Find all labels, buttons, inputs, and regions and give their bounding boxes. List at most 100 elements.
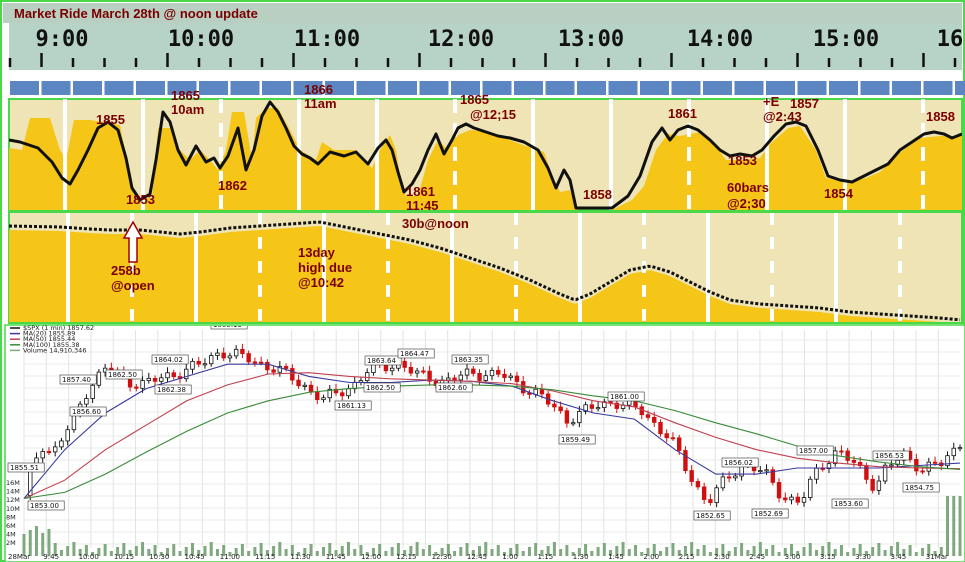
volume-bar — [502, 552, 506, 556]
candle-body — [589, 404, 595, 409]
volume-bar — [178, 551, 182, 556]
volume-bar — [328, 543, 332, 556]
volume-bar — [721, 544, 725, 556]
volume-bar — [552, 542, 556, 556]
candle-body — [564, 410, 570, 424]
volume-bar — [484, 542, 488, 556]
volume-bar — [365, 552, 369, 556]
volume-bar — [434, 552, 438, 556]
candle-body — [402, 360, 407, 368]
volume-bar — [952, 496, 956, 556]
time-tick-label: 12:00 — [361, 553, 381, 561]
ride-annotation: 1866 — [304, 82, 333, 97]
candle-body — [277, 366, 283, 373]
blue-tick — [136, 81, 165, 95]
candle-body — [701, 486, 707, 500]
cycle-annotation: high due — [298, 260, 352, 275]
price-label: 1852.69 — [754, 510, 783, 518]
candle-body — [764, 469, 769, 472]
volume-bar — [91, 552, 95, 556]
candle-body — [889, 464, 894, 467]
time-tick-label: 3:30 — [855, 553, 871, 561]
volume-bar — [247, 551, 251, 556]
volume-bar — [733, 547, 737, 556]
hour-label: 9:00 — [36, 27, 89, 52]
volume-bar — [478, 546, 482, 556]
time-tick-label: 12:45 — [467, 553, 487, 561]
volume-bar — [309, 544, 313, 556]
cycle-annotation: @open — [111, 278, 155, 293]
volume-bar — [128, 550, 132, 556]
volume-bar — [209, 542, 213, 556]
volume-bar — [534, 543, 538, 556]
price-label-box — [154, 384, 192, 395]
price-label-box — [363, 382, 401, 393]
ride-area-fill — [9, 108, 962, 210]
candle-body — [670, 437, 676, 440]
price-label-box — [796, 445, 834, 456]
volume-bar — [609, 550, 613, 556]
candle-body — [427, 370, 432, 382]
candle-body — [296, 379, 301, 387]
volume-bar — [509, 548, 513, 556]
volume-bar — [796, 551, 800, 556]
cycle-annotation: 258b — [111, 263, 141, 278]
volume-bar — [215, 549, 219, 556]
volume-bar — [66, 546, 70, 556]
volume-bar — [378, 544, 382, 556]
volume-bar — [671, 543, 675, 556]
candle-body — [208, 355, 214, 365]
ride-annotation: 10am — [171, 102, 204, 117]
candle-body — [789, 496, 794, 501]
candle-body — [558, 406, 563, 412]
candle-body — [446, 377, 451, 381]
ride-annotation: @2:43 — [763, 109, 802, 124]
ride-annotation: 1853 — [126, 192, 155, 207]
candle-body — [857, 462, 863, 467]
price-label-box — [751, 508, 789, 519]
volume-bar — [371, 548, 375, 556]
cycle-annotation: 30b@noon — [402, 216, 469, 231]
blue-tick — [514, 81, 543, 95]
time-tick-label: 2:30 — [714, 553, 730, 561]
candle-body — [290, 368, 295, 381]
volume-bar — [752, 546, 756, 556]
ride-annotation: 1854 — [824, 186, 854, 201]
candle-body — [758, 470, 763, 473]
volume-bar — [658, 551, 662, 556]
hour-label: 14:00 — [687, 27, 753, 52]
candle-body — [483, 375, 488, 381]
volume-bar — [814, 550, 818, 556]
ride-annotation: 1861 — [668, 106, 697, 121]
volume-tick-label: 4M — [6, 531, 16, 539]
price-label-box — [334, 400, 372, 411]
price-label: 1862.38 — [157, 386, 186, 394]
price-label-box — [902, 482, 940, 493]
volume-bar — [877, 543, 881, 556]
price-label: 1864.02 — [154, 356, 183, 364]
time-tick-label: 2:00 — [643, 553, 659, 561]
candle-body — [134, 386, 139, 389]
blue-tick — [325, 81, 354, 95]
price-label: 1855.51 — [10, 464, 39, 472]
price-label-box — [151, 354, 189, 365]
volume-bar — [864, 551, 868, 556]
volume-bar — [84, 545, 88, 556]
volume-bar — [197, 550, 201, 556]
price-label-box — [831, 498, 869, 509]
candle-body — [508, 375, 513, 378]
candle-body — [845, 450, 850, 461]
time-tick-label: 11:45 — [326, 553, 346, 561]
candle-body — [452, 377, 457, 381]
candle-body — [677, 437, 682, 451]
blue-tick — [293, 81, 323, 95]
candle-body — [770, 469, 775, 483]
volume-tick-label: 14M — [6, 488, 20, 496]
price-label: 1856.02 — [724, 459, 753, 467]
volume-bar — [440, 548, 444, 556]
volume-bar — [490, 549, 494, 556]
volume-bar — [103, 544, 107, 556]
candle-body — [552, 403, 557, 408]
candle-body — [920, 470, 925, 473]
legend-entry: $SPX (1 min) 1857.62 — [23, 324, 94, 332]
